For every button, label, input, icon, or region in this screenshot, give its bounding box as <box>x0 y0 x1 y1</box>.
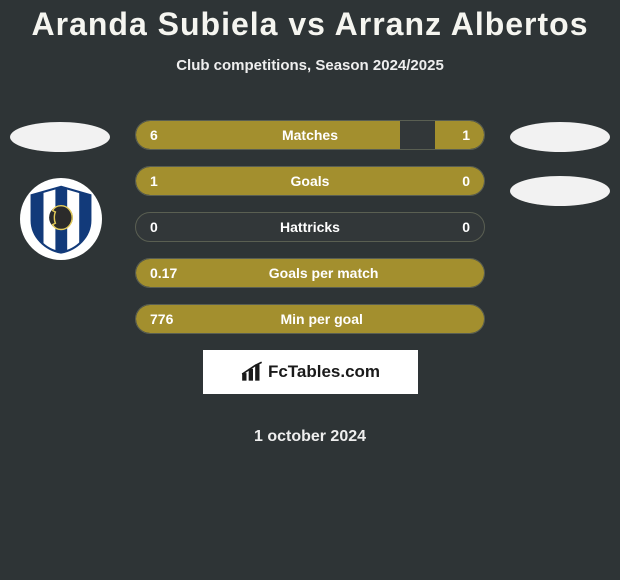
subtitle: Club competitions, Season 2024/2025 <box>0 57 620 74</box>
stat-value-left: 776 <box>136 311 173 327</box>
stat-value-left: 6 <box>136 127 158 143</box>
bar-chart-icon <box>240 361 266 383</box>
player-left-avatar <box>10 122 110 152</box>
brand-text: FcTables.com <box>268 362 380 382</box>
club-badge <box>20 178 102 260</box>
stat-row: 0Hattricks0 <box>135 212 485 242</box>
brand-box[interactable]: FcTables.com <box>203 350 418 394</box>
stat-value-left: 0.17 <box>136 265 177 281</box>
stat-label: Goals <box>158 173 462 189</box>
stat-value-left: 1 <box>136 173 158 189</box>
player-right-avatar <box>510 122 610 152</box>
stat-label: Min per goal <box>173 311 470 327</box>
player-right-avatar-2 <box>510 176 610 206</box>
stat-value-right: 0 <box>462 219 484 235</box>
date-text: 1 october 2024 <box>0 428 620 446</box>
stat-label: Hattricks <box>158 219 462 235</box>
stat-row: 776Min per goal <box>135 304 485 334</box>
stat-row: 6Matches1 <box>135 120 485 150</box>
stat-value-left: 0 <box>136 219 158 235</box>
stat-row: 1Goals0 <box>135 166 485 196</box>
stat-label: Goals per match <box>177 265 470 281</box>
stat-row: 0.17Goals per match <box>135 258 485 288</box>
stats-container: 6Matches11Goals00Hattricks00.17Goals per… <box>135 120 485 394</box>
stat-value-right: 0 <box>462 173 484 189</box>
stat-label: Matches <box>158 127 462 143</box>
stat-value-right: 1 <box>462 127 484 143</box>
club-badge-icon <box>26 184 96 254</box>
page-title: Aranda Subiela vs Arranz Albertos <box>0 0 620 43</box>
